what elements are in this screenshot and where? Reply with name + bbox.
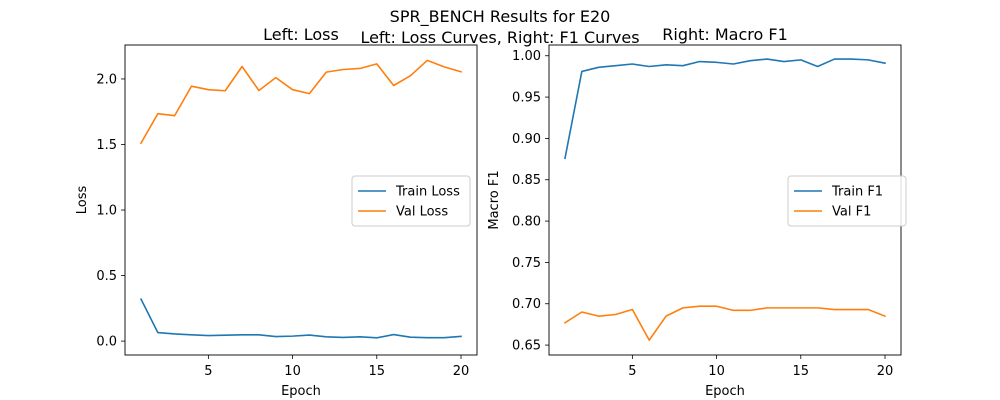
f1-xtick-label: 10 (708, 364, 725, 379)
f1-ytick-label: 0.90 (512, 132, 541, 147)
loss-ytick-label: 1.5 (96, 138, 117, 153)
f1-chart-title: Right: Macro F1 (662, 25, 788, 44)
f1-x-axis-label: Epoch (705, 384, 745, 399)
loss-xtick-label: 20 (453, 364, 470, 379)
loss-series-line-val-loss (139, 59, 462, 145)
loss-ytick-label: 0.0 (96, 335, 117, 350)
f1-xtick-label: 15 (793, 364, 810, 379)
f1-ytick-label: 0.95 (512, 91, 541, 106)
loss-ytick-label: 1.0 (96, 204, 117, 219)
loss-legend: Train Loss Val Loss (351, 175, 471, 227)
f1-ytick-label: 0.85 (512, 173, 541, 188)
f1-ytick-label: 1.00 (512, 49, 541, 64)
loss-legend-label: Train Loss (395, 185, 460, 200)
figure-suptitle-line1: SPR_BENCH Results for E20 (390, 7, 611, 27)
f1-legend-box (787, 175, 907, 227)
loss-chart-title: Left: Loss (263, 25, 339, 44)
loss-chart: Left: Loss 5 10 15 20 0.0 0.5 1.0 1.5 2.0 Epoch Los… (75, 25, 478, 399)
f1-legend: Train F1 Val F1 (787, 175, 907, 227)
f1-ytick-label: 0.80 (512, 215, 541, 230)
figure-suptitle-line2: Left: Loss Curves, Right: F1 Curves (360, 28, 639, 47)
loss-x-axis-label: Epoch (281, 384, 321, 399)
f1-ytick-label: 0.70 (512, 297, 541, 312)
loss-y-axis-label: Loss (75, 186, 90, 215)
f1-legend-label: Train F1 (831, 185, 883, 200)
f1-series-line-val-f1 (563, 305, 887, 341)
f1-xtick-label: 20 (877, 364, 894, 379)
loss-series-line-train-loss (139, 298, 462, 339)
f1-chart: Right: Macro F1 5 10 15 20 0.65 0.70 0.75 0.80 0.… (487, 25, 907, 399)
f1-legend-label: Val F1 (832, 205, 871, 220)
loss-ytick-label: 0.5 (96, 269, 117, 284)
loss-xtick-label: 10 (284, 364, 301, 379)
f1-ytick-label: 0.75 (512, 256, 541, 271)
loss-legend-box (351, 175, 471, 227)
f1-series-line-train-f1 (564, 58, 886, 160)
loss-ytick-label: 2.0 (96, 72, 117, 87)
loss-xtick-label: 5 (204, 364, 212, 379)
f1-ytick-label: 0.65 (512, 339, 541, 354)
loss-xtick-label: 15 (369, 364, 386, 379)
loss-legend-label: Val Loss (396, 205, 448, 220)
loss-axes-frame (124, 44, 478, 356)
f1-y-axis-label: Macro F1 (487, 170, 502, 229)
f1-xtick-label: 5 (628, 364, 636, 379)
